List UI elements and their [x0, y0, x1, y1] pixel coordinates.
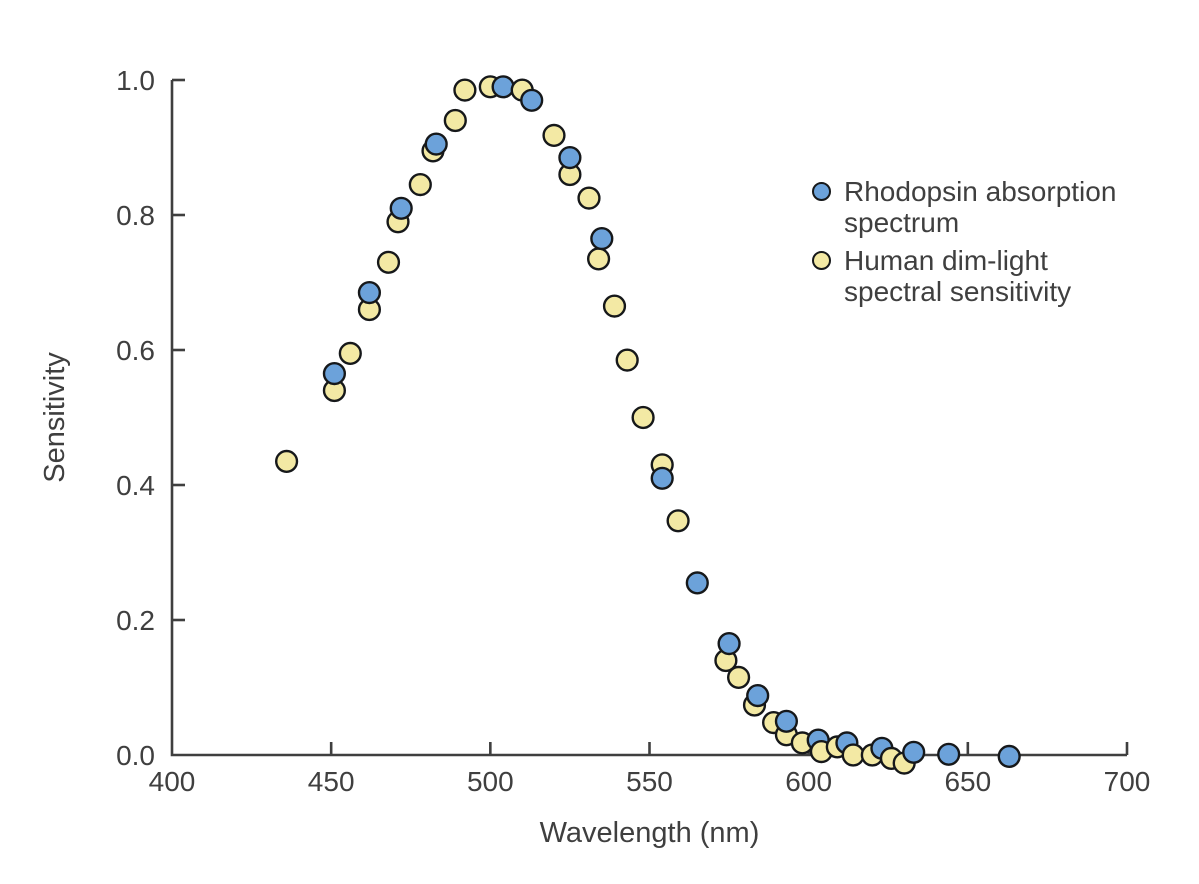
legend-label-rhodopsin-line1: Rhodopsin absorption — [844, 176, 1117, 207]
data-point-human — [841, 743, 865, 767]
data-point-human — [615, 348, 639, 372]
y-tick-label: 0.0 — [116, 740, 155, 771]
x-axis-title: Wavelength (nm) — [540, 817, 760, 849]
data-point-rhodopsin — [774, 709, 798, 733]
data-point-rhodopsin — [389, 196, 413, 220]
legend-label-rhodopsin-line2: spectrum — [844, 207, 960, 238]
legend-entry-human: Human dim-light spectral sensitivity — [812, 245, 1116, 307]
data-point-rhodopsin — [650, 466, 674, 490]
data-point-rhodopsin — [357, 281, 381, 305]
human-marker-icon — [812, 251, 831, 270]
x-tick-label: 400 — [149, 766, 196, 797]
data-point-rhodopsin — [997, 744, 1021, 768]
data-point-human — [338, 341, 362, 365]
x-tick-label: 450 — [308, 766, 355, 797]
legend-label-human-line2: spectral sensitivity — [844, 276, 1072, 307]
data-point-rhodopsin — [937, 742, 961, 766]
data-point-human — [443, 108, 467, 133]
legend-label-human: Human dim-light spectral sensitivity — [844, 245, 1071, 307]
data-point-rhodopsin — [590, 227, 614, 251]
data-point-human — [275, 449, 299, 473]
data-point-human — [542, 123, 566, 147]
data-point-human — [631, 405, 655, 430]
data-point-human — [602, 294, 627, 318]
data-point-rhodopsin — [746, 683, 770, 708]
data-point-rhodopsin — [322, 362, 346, 386]
x-tick-label: 650 — [944, 766, 991, 797]
y-tick-label: 0.4 — [116, 470, 155, 501]
legend: Rhodopsin absorption spectrum Human dim-l… — [812, 176, 1116, 307]
data-point-rhodopsin — [424, 132, 448, 156]
y-tick-label: 1.0 — [116, 65, 155, 96]
y-tick-label: 0.6 — [116, 335, 155, 366]
x-tick-label: 600 — [785, 766, 832, 797]
data-point-human — [376, 250, 401, 274]
data-point-human — [577, 186, 601, 210]
data-point-rhodopsin — [491, 75, 515, 99]
data-point-human — [726, 665, 751, 689]
data-point-rhodopsin — [717, 631, 741, 656]
y-tick-label: 0.8 — [116, 200, 155, 231]
y-tick-label: 0.2 — [116, 605, 155, 636]
x-tick-label: 700 — [1104, 766, 1151, 797]
data-point-rhodopsin — [558, 146, 582, 170]
data-point-rhodopsin — [520, 88, 544, 112]
data-point-rhodopsin — [685, 571, 709, 595]
legend-label-rhodopsin: Rhodopsin absorption spectrum — [844, 176, 1116, 238]
data-point-human — [586, 247, 611, 271]
data-point-human — [408, 173, 432, 197]
x-tick-label: 550 — [626, 766, 673, 797]
legend-label-human-line1: Human dim-light — [844, 245, 1048, 276]
data-point-human — [453, 78, 477, 102]
y-axis-title: Sensitivity — [39, 352, 71, 483]
legend-entry-rhodopsin: Rhodopsin absorption spectrum — [812, 176, 1116, 238]
x-tick-label: 500 — [467, 766, 514, 797]
rhodopsin-marker-icon — [812, 182, 831, 201]
data-point-human — [666, 509, 690, 533]
data-point-rhodopsin — [902, 740, 926, 764]
